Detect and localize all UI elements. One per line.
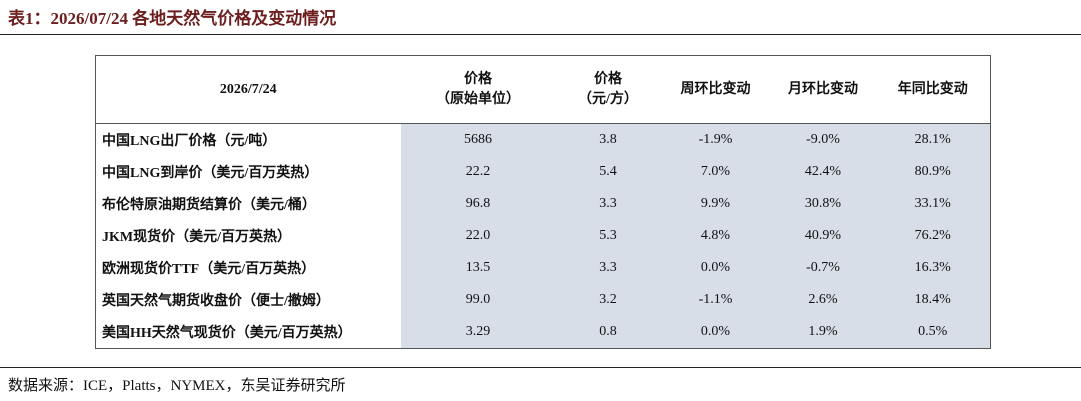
table-head: 2026/7/24 价格 （原始单位） 价格 （元/方） 周环比变动 月环比变动 年同比变动 [95,55,991,124]
header-line: 年同比变动 [897,81,968,97]
cell: 28.1% [875,123,991,156]
cell: 16.3% [875,252,991,284]
cell: 7.0% [660,156,771,188]
table-row: 美国HH天然气现货价（美元/百万英热） 3.29 0.8 0.0% 1.9% 0.5% [95,316,991,349]
cell: 1.9% [770,316,876,349]
table-row: 欧洲现货价TTF（美元/百万英热） 13.5 3.3 0.0% -0.7% 16.3% [95,252,991,284]
table-row: 中国LNG到岸价（美元/百万英热） 22.2 5.4 7.0% 42.4% 80.9% [95,156,991,188]
header-line: 周环比变动 [680,81,751,97]
row-label: 中国LNG出厂价格（元/吨） [95,123,401,156]
cell: 2.6% [770,284,876,316]
cell: 3.2 [555,284,661,316]
row-label: 美国HH天然气现货价（美元/百万英热） [95,316,401,349]
cell: 80.9% [875,156,991,188]
cell: 0.0% [660,316,771,349]
column-header: 年同比变动 [875,55,991,124]
cell: 40.9% [770,220,876,252]
cell: 9.9% [660,188,771,220]
cell: 0.0% [660,252,771,284]
header-line: 月环比变动 [788,81,858,97]
header-line: 价格 [594,71,622,87]
cell: 22.2 [400,156,556,188]
cell: 0.8 [555,316,661,349]
header-line: 价格 [464,71,492,87]
cell: 99.0 [400,284,556,316]
footer-rule [0,367,1081,368]
row-label: 布伦特原油期货结算价（美元/桶） [95,188,401,220]
cell: -9.0% [770,123,876,156]
header-line: （原始单位） [436,91,520,107]
table-body: 中国LNG出厂价格（元/吨） 5686 3.8 -1.9% -9.0% 28.1% 中国LN… [95,123,991,349]
cell: 18.4% [875,284,991,316]
price-table: 2026/7/24 价格 （原始单位） 价格 （元/方） 周环比变动 月环比变动 年同比变动 … [95,55,991,349]
cell: 30.8% [770,188,876,220]
table-row: 中国LNG出厂价格（元/吨） 5686 3.8 -1.9% -9.0% 28.1% [95,123,991,156]
cell: -1.1% [660,284,771,316]
column-header: 2026/7/24 [95,55,401,124]
header-line: （元/方） [578,91,638,107]
cell: -0.7% [770,252,876,284]
column-header: 周环比变动 [660,55,771,124]
table-title: 表1：2026/07/24 各地天然气价格及变动情况 [8,9,337,28]
cell: 0.5% [875,316,991,349]
cell: 3.3 [555,188,661,220]
cell: 76.2% [875,220,991,252]
cell: 13.5 [400,252,556,284]
cell: 5.3 [555,220,661,252]
cell: 42.4% [770,156,876,188]
row-label: 欧洲现货价TTF（美元/百万英热） [95,252,401,284]
column-header: 月环比变动 [770,55,876,124]
column-header: 价格 （元/方） [555,55,661,124]
header-line: 2026/7/24 [219,81,277,97]
row-label: 中国LNG到岸价（美元/百万英热） [95,156,401,188]
cell: 5686 [400,123,556,156]
table-row: 英国天然气期货收盘价（便士/撤姆） 99.0 3.2 -1.1% 2.6% 18.4% [95,284,991,316]
title-rule [0,34,1081,35]
row-label: JKM现货价（美元/百万英热） [95,220,401,252]
row-label: 英国天然气期货收盘价（便士/撤姆） [95,284,401,316]
cell: 3.3 [555,252,661,284]
cell: 3.29 [400,316,556,349]
cell: 4.8% [660,220,771,252]
table-row: JKM现货价（美元/百万英热） 22.0 5.3 4.8% 40.9% 76.2% [95,220,991,252]
source-note: 数据来源：ICE，Platts，NYMEX，东吴证券研究所 [8,378,346,394]
cell: 5.4 [555,156,661,188]
cell: 33.1% [875,188,991,220]
table-row: 布伦特原油期货结算价（美元/桶） 96.8 3.3 9.9% 30.8% 33.1% [95,188,991,220]
cell: 22.0 [400,220,556,252]
cell: -1.9% [660,123,771,156]
cell: 96.8 [400,188,556,220]
column-header: 价格 （原始单位） [400,55,556,124]
header-row: 2026/7/24 价格 （原始单位） 价格 （元/方） 周环比变动 月环比变动 年同比变动 [95,55,991,124]
cell: 3.8 [555,123,661,156]
